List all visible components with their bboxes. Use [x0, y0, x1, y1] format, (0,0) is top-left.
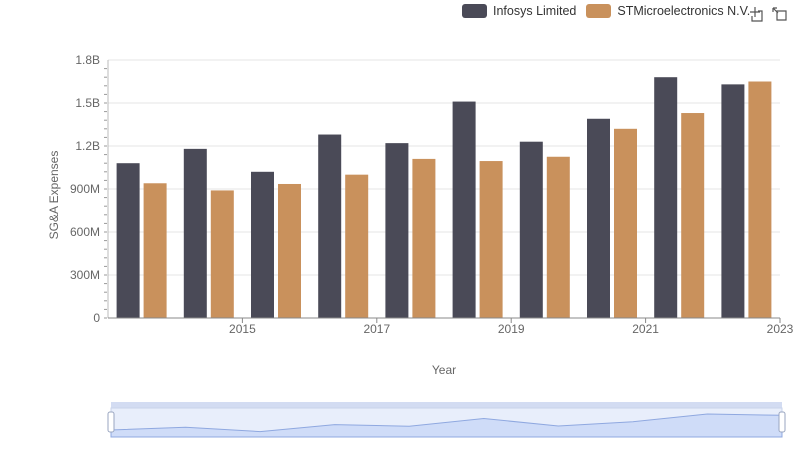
bar-infosys-2023[interactable] — [721, 84, 745, 318]
bar-stmicro-2014[interactable] — [143, 183, 167, 318]
bar-stmicro-2020[interactable] — [546, 156, 570, 318]
bar-stmicro-2017[interactable] — [345, 174, 369, 318]
bar-stmicro-2016[interactable] — [278, 183, 301, 318]
bar-infosys-2016[interactable] — [251, 171, 274, 318]
crosshair-zoom-icon[interactable] — [747, 6, 763, 22]
y-axis-title: SG&A Expenses — [47, 150, 61, 240]
bar-infosys-2019[interactable] — [452, 101, 476, 318]
legend-swatch — [462, 4, 487, 18]
zoom-left-handle[interactable] — [107, 411, 115, 433]
restore-icon[interactable] — [771, 6, 787, 22]
bar-infosys-2017[interactable] — [318, 134, 342, 318]
bar-infosys-2021[interactable] — [587, 118, 610, 319]
bars — [116, 77, 772, 319]
bar-infosys-2022[interactable] — [654, 77, 678, 318]
toolbox — [747, 6, 787, 22]
legend-label: Infosys Limited — [493, 4, 577, 18]
legend: Infosys Limited STMicroelectronics N.V. — [462, 4, 750, 18]
x-tick-label: 2019 — [498, 322, 525, 336]
bar-infosys-2020[interactable] — [519, 141, 543, 318]
legend-label: STMicroelectronics N.V. — [617, 4, 751, 18]
x-tick-label: 2021 — [632, 322, 659, 336]
bar-stmicro-2018[interactable] — [412, 158, 436, 318]
bar-stmicro-2015[interactable] — [210, 190, 234, 318]
bar-infosys-2014[interactable] — [116, 163, 140, 318]
y-tick-label: 600M — [70, 225, 100, 239]
y-tick-label: 1.5B — [75, 96, 100, 110]
legend-swatch — [586, 4, 612, 18]
bar-infosys-2018[interactable] — [385, 143, 409, 318]
bar-stmicro-2022[interactable] — [681, 113, 705, 319]
x-tick-label: 2017 — [363, 322, 390, 336]
x-tick-label: 2015 — [229, 322, 256, 336]
legend-item-infosys[interactable]: Infosys Limited — [462, 4, 576, 18]
data-zoom-slider[interactable] — [107, 402, 786, 438]
grid-lines — [108, 59, 780, 319]
bar-stmicro-2021[interactable] — [614, 128, 637, 318]
y-axis: 0 300M 600M 900M 1.2B 1.5B 1.8B — [70, 53, 109, 325]
bar-stmicro-2023[interactable] — [748, 81, 772, 319]
x-tick-label: 2023 — [767, 322, 794, 336]
y-tick-label: 1.8B — [75, 53, 100, 67]
legend-item-stmicro[interactable]: STMicroelectronics N.V. — [586, 4, 750, 18]
y-tick-label: 300M — [70, 268, 100, 282]
y-tick-label: 0 — [93, 311, 100, 325]
zoom-handle-bar[interactable] — [111, 402, 782, 408]
x-axis: 2015 2017 2019 2021 2023 — [108, 317, 794, 336]
y-tick-label: 1.2B — [75, 139, 100, 153]
x-axis-title: Year — [431, 363, 457, 377]
bar-stmicro-2019[interactable] — [479, 161, 503, 318]
y-tick-label: 900M — [70, 182, 100, 196]
bar-infosys-2015[interactable] — [183, 148, 207, 318]
zoom-right-handle[interactable] — [778, 411, 786, 433]
